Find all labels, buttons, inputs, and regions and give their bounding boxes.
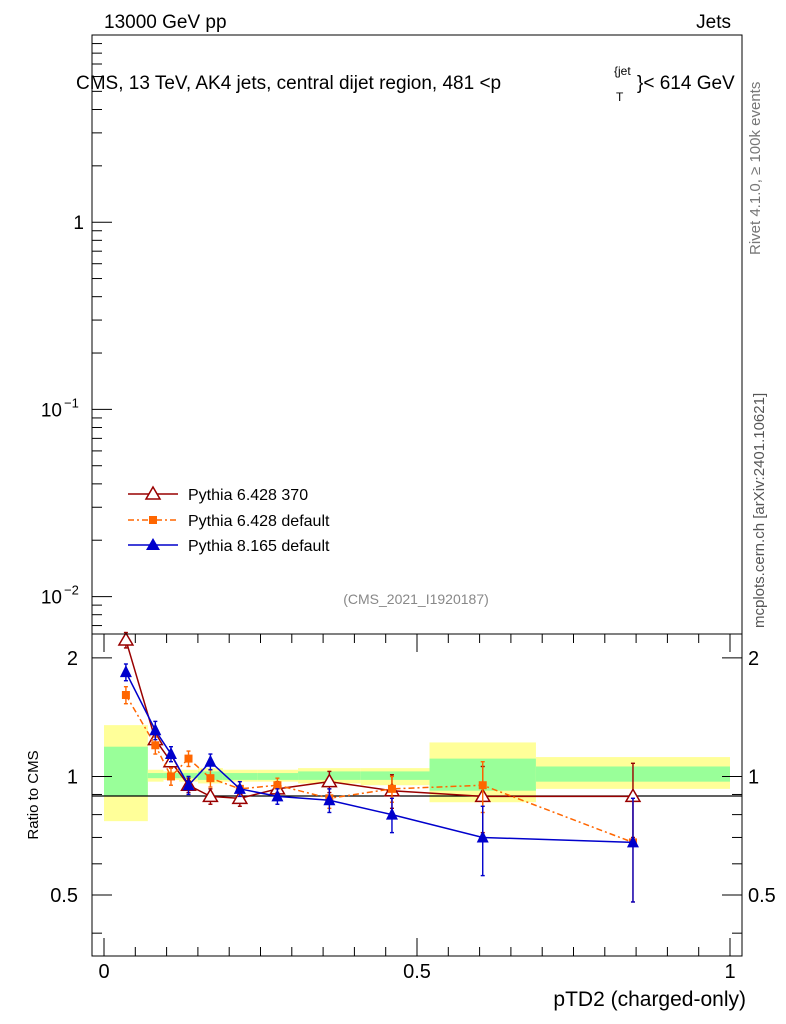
legend-label-3: Pythia 8.165 default — [188, 538, 330, 555]
x-axis-label: pTD2 (charged-only) — [553, 988, 746, 1011]
category-label: Jets — [696, 12, 731, 33]
data-point — [231, 789, 249, 805]
legend-marker-open-triangle — [144, 485, 162, 500]
band-inner — [179, 773, 198, 779]
rivet-label: Rivet 4.1.0, ≥ 100k events — [747, 82, 764, 255]
data-point — [271, 789, 284, 802]
data-point — [323, 793, 336, 806]
legend-entry-pythia-8165-default: Pythia 8.165 default — [128, 538, 330, 555]
data-point — [626, 835, 639, 848]
data-point — [121, 691, 130, 700]
data-point — [149, 723, 162, 736]
data-point — [166, 772, 175, 781]
ratio-y-tick-label-right: 0.5 — [748, 885, 776, 907]
data-point — [387, 784, 396, 793]
series-3 — [119, 663, 639, 903]
series-1 — [117, 631, 642, 839]
main-y-tick-label: 10 — [41, 588, 62, 609]
analysis-label: (CMS_2021_I1920187) — [343, 591, 489, 607]
data-point — [385, 807, 398, 820]
energy-label: 13000 GeV pp — [104, 12, 227, 33]
data-point — [202, 787, 219, 803]
ratio-y-tick-label-right: 1 — [748, 766, 759, 788]
data-point — [184, 754, 193, 763]
plot-title-tail: }< 614 GeV — [637, 73, 735, 94]
legend-label-1: Pythia 6.428 370 — [188, 487, 308, 504]
x-tick-label: 0.5 — [403, 961, 431, 983]
band-inner — [222, 773, 258, 780]
data-point — [164, 747, 177, 760]
ratio-y-tick-label-left: 0.5 — [50, 885, 78, 907]
main-y-tick-exponent: −2 — [64, 583, 79, 598]
legend: Pythia 6.428 370 Pythia 6.428 default Py… — [128, 485, 330, 555]
data-point — [233, 781, 246, 794]
main-y-tick-label: 1 — [73, 213, 84, 234]
legend-marker-triangle — [146, 538, 160, 550]
plot-title-sub: T — [616, 90, 624, 104]
legend-entry-pythia-6428-370: Pythia 6.428 370 — [128, 485, 308, 504]
legend-marker-square — [149, 516, 157, 524]
ratio-series — [117, 631, 642, 903]
plot-title-sup: {jet — [614, 64, 631, 78]
legend-label-2: Pythia 6.428 default — [188, 513, 330, 530]
series-2 — [121, 686, 637, 903]
band-inner — [104, 746, 148, 797]
x-tick-label: 1 — [724, 961, 735, 983]
x-tick-label: 0 — [98, 961, 109, 983]
ratio-panel: 2 21 10.5 0.5 0 0.5 1 Ratio to CMS pTD2 (char… — [25, 631, 776, 1011]
ratio-axis-label: Ratio to CMS — [25, 750, 42, 839]
data-point — [476, 830, 489, 843]
data-point — [204, 754, 217, 767]
band-inner — [360, 771, 430, 780]
x-axis-ticks: 0 0.5 1 — [98, 634, 736, 983]
ratio-y-tick-label-left: 1 — [67, 766, 78, 788]
main-panel: 110−110−2 (CMS_2021_I1920187) Pythia 6.4… — [41, 34, 743, 635]
main-y-tick-label: 10 — [41, 400, 62, 421]
data-point — [321, 773, 338, 788]
ratio-y-tick-label-left: 2 — [67, 648, 78, 670]
data-point — [273, 781, 282, 790]
plot-title: CMS, 13 TeV, AK4 jets, central dijet reg… — [76, 73, 501, 94]
mcplots-label: mcplots.cern.ch [arXiv:2401.10621] — [751, 393, 768, 628]
data-point — [206, 774, 215, 783]
data-point — [478, 781, 487, 790]
band-inner — [257, 773, 299, 780]
main-y-tick-exponent: −1 — [64, 395, 79, 410]
main-y-ticks: 110−110−2 — [41, 34, 112, 627]
ratio-y-ticks: 2 2 1 1 0.5 0.5 — [50, 648, 776, 934]
legend-entry-pythia-6428-default: Pythia 6.428 default — [128, 513, 330, 530]
data-point — [117, 631, 135, 646]
data-point — [182, 778, 195, 791]
ratio-y-tick-label-right: 2 — [748, 648, 759, 670]
data-point — [119, 665, 132, 678]
data-point — [151, 741, 160, 750]
band-inner — [147, 773, 164, 779]
uncertainty-bands — [104, 725, 730, 822]
